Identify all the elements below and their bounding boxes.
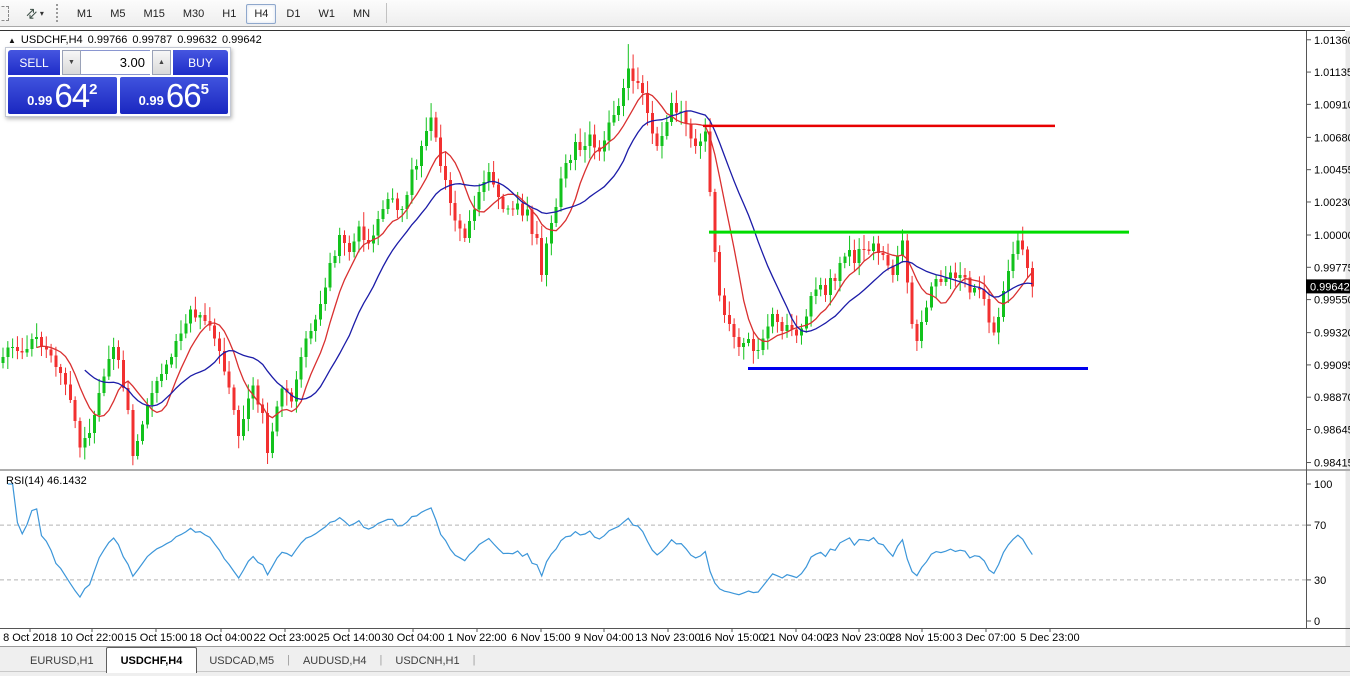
price-axis: 1.01360 1.01135 1.00910 1.00680 1.00455 1.002… <box>1306 35 1350 470</box>
svg-text:8 Oct 2018: 8 Oct 2018 <box>3 632 57 644</box>
chart-tab-bar: EURUSD,H1 USDCHF,H4 USDCAD,M5 | AUDUSD,H4 | US… <box>0 646 1350 676</box>
current-price-label: 0.99642 <box>1310 281 1350 293</box>
svg-text:16 Nov 15:00: 16 Nov 15:00 <box>699 632 764 644</box>
rsi-axis: 100 70 30 0 <box>1306 479 1332 628</box>
svg-text:1 Nov 22:00: 1 Nov 22:00 <box>447 632 506 644</box>
new-order-button[interactable]: ⇄ ▾ <box>22 3 47 23</box>
toolbar-grip <box>55 4 61 22</box>
timeframe-button-w1[interactable]: W1 <box>318 8 335 20</box>
chart-shift-icon[interactable] <box>0 5 9 21</box>
sell-price-sup: 2 <box>89 80 98 98</box>
svg-text:1.01360: 1.01360 <box>1314 35 1350 47</box>
collapse-panel-icon[interactable]: ▲ <box>8 35 16 45</box>
svg-text:1.00455: 1.00455 <box>1314 165 1350 177</box>
ohlc-high: 0.99787 <box>132 34 173 46</box>
toolbar-separator <box>386 3 388 23</box>
sell-button[interactable]: SELL <box>8 50 60 75</box>
chart-tab-usdchf-h4[interactable]: USDCHF,H4 <box>105 647 198 673</box>
ohlc-close: 0.99642 <box>221 34 262 46</box>
svg-text:3 Dec 07:00: 3 Dec 07:00 <box>956 632 1015 644</box>
toolbar: ⇄ ▾ M1 M5 M15 M30 H1 H4 D1 W1 MN <box>0 0 1350 27</box>
sell-price-big: 64 <box>54 77 90 114</box>
order-arrows-icon: ⇄ <box>22 3 41 23</box>
svg-text:0.98415: 0.98415 <box>1314 458 1350 470</box>
svg-text:13 Nov 23:00: 13 Nov 23:00 <box>635 632 700 644</box>
svg-text:0.98870: 0.98870 <box>1314 392 1350 404</box>
tab-separator: | <box>472 654 476 666</box>
current-price-marker <box>1306 279 1350 294</box>
timeframe-button-h1[interactable]: H1 <box>222 8 237 20</box>
chevron-down-icon: ▾ <box>39 8 44 18</box>
svg-text:5 Dec 23:00: 5 Dec 23:00 <box>1020 632 1079 644</box>
buy-price-prefix: 0.99 <box>138 92 164 108</box>
volume-increase-button[interactable]: ▲ <box>152 50 171 75</box>
svg-text:6 Nov 15:00: 6 Nov 15:00 <box>511 632 570 644</box>
chart-title: ▲ USDCHF,H4 0.99766 0.99787 0.99632 0.99… <box>8 34 262 46</box>
chart-tab-eurusd-h1[interactable]: EURUSD,H1 <box>30 655 94 667</box>
buy-price-button[interactable]: 0.99 66 5 <box>119 77 228 114</box>
svg-text:1.00680: 1.00680 <box>1314 132 1350 144</box>
svg-text:0.98645: 0.98645 <box>1314 425 1350 437</box>
buy-price-sup: 5 <box>200 80 209 98</box>
timeframe-button-group: M1 M5 M15 M30 H1 H4 D1 W1 MN <box>68 4 379 24</box>
candles-layer <box>1 44 1034 466</box>
svg-text:0.99320: 0.99320 <box>1314 328 1350 340</box>
svg-text:1.00230: 1.00230 <box>1314 197 1350 209</box>
rsi-indicator-label: RSI(14) 46.1432 <box>6 475 87 487</box>
svg-text:25 Oct 14:00: 25 Oct 14:00 <box>318 632 381 644</box>
pane-separator[interactable] <box>0 469 1350 471</box>
svg-text:9 Nov 04:00: 9 Nov 04:00 <box>574 632 633 644</box>
timeframe-button-h4[interactable]: H4 <box>246 4 277 24</box>
timeframe-button-mn[interactable]: MN <box>352 8 371 20</box>
svg-text:1.00000: 1.00000 <box>1314 230 1350 242</box>
timeframe-button-m5[interactable]: M5 <box>110 8 126 20</box>
svg-text:10 Oct 22:00: 10 Oct 22:00 <box>61 632 124 644</box>
svg-text:28 Nov 15:00: 28 Nov 15:00 <box>889 632 954 644</box>
svg-text:0: 0 <box>1314 616 1320 628</box>
chart-tab-usdcad-m5[interactable]: USDCAD,M5 <box>209 655 275 667</box>
ma-fast <box>36 92 1033 419</box>
buy-price-big: 66 <box>165 77 202 114</box>
chart-tab-audusd-h4[interactable]: AUDUSD,H4 <box>302 655 367 667</box>
volume-decrease-button[interactable]: ▼ <box>62 50 81 75</box>
timeframe-button-m15[interactable]: M15 <box>143 8 165 20</box>
tab-separator: | <box>379 654 383 666</box>
chart-tab-usdcnh-h1[interactable]: USDCNH,H1 <box>395 655 460 667</box>
svg-text:0.99095: 0.99095 <box>1314 360 1350 372</box>
rsi-line <box>7 483 1033 599</box>
time-axis: 8 Oct 2018 10 Oct 22:00 15 Oct 15:00 18 Oct… <box>3 628 1080 644</box>
svg-text:21 Nov 04:00: 21 Nov 04:00 <box>763 632 828 644</box>
tab-separator: | <box>287 654 290 666</box>
sell-price-button[interactable]: 0.99 64 2 <box>8 77 117 114</box>
svg-text:30: 30 <box>1314 575 1326 587</box>
one-click-trading-panel: SELL ▼ ▲ BUY 0.99 64 2 0.99 66 5 <box>5 47 231 117</box>
timeframe-button-m1[interactable]: M1 <box>76 8 93 20</box>
svg-text:30 Oct 04:00: 30 Oct 04:00 <box>382 632 445 644</box>
svg-text:100: 100 <box>1314 479 1332 491</box>
volume-input[interactable] <box>81 50 150 75</box>
symbol-period-label: USDCHF,H4 <box>20 34 83 46</box>
ma-slow <box>84 110 1033 407</box>
svg-text:15 Oct 15:00: 15 Oct 15:00 <box>125 632 188 644</box>
timeframe-button-m30[interactable]: M30 <box>182 8 205 20</box>
sell-price-prefix: 0.99 <box>27 92 53 108</box>
ohlc-open: 0.99766 <box>87 34 128 46</box>
svg-text:18 Oct 04:00: 18 Oct 04:00 <box>190 632 253 644</box>
window-edge-strip <box>1345 31 1350 646</box>
buy-button[interactable]: BUY <box>173 50 228 75</box>
svg-text:70: 70 <box>1314 520 1326 532</box>
ohlc-low: 0.99632 <box>177 34 217 46</box>
svg-text:1.01135: 1.01135 <box>1314 67 1350 79</box>
svg-text:23 Nov 23:00: 23 Nov 23:00 <box>826 632 891 644</box>
timeframe-button-d1[interactable]: D1 <box>286 8 301 20</box>
svg-text:0.99775: 0.99775 <box>1314 262 1350 274</box>
chart-background <box>0 28 1350 646</box>
svg-text:0.99550: 0.99550 <box>1314 295 1350 307</box>
svg-text:1.00910: 1.00910 <box>1314 99 1350 111</box>
svg-text:22 Oct 23:00: 22 Oct 23:00 <box>254 632 317 644</box>
